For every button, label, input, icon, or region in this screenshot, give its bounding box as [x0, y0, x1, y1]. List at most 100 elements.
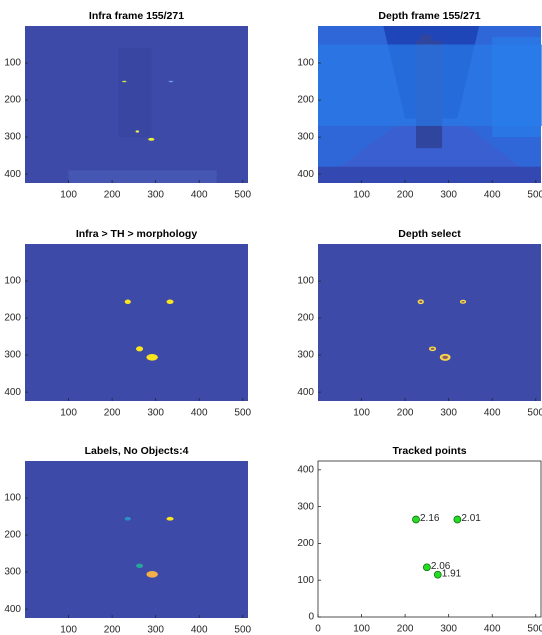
y-tick-label: 100 [4, 58, 21, 69]
blob [124, 516, 131, 521]
y-tick-label: 100 [297, 276, 314, 287]
panel-title: Tracked points [392, 445, 466, 457]
x-tick-label: 100 [353, 624, 370, 635]
y-tick-label: 400 [297, 169, 314, 180]
depth-head [419, 33, 434, 48]
point-label: 2.16 [420, 513, 440, 524]
point-label: 1.91 [442, 568, 462, 579]
point [423, 563, 431, 572]
panel-title: Infra frame 155/271 [89, 10, 184, 22]
x-tick-label: 200 [397, 624, 414, 635]
blob [166, 516, 174, 521]
panel: Depth frame 155/271 100 200 300 400 500 100 200… [297, 10, 542, 201]
blob-hole [461, 300, 465, 303]
panel-title: Labels, No Objects:4 [85, 445, 189, 457]
floor-glow [68, 170, 217, 183]
x-tick-label: 200 [397, 408, 414, 419]
panel: Depth select 100 200 300 400 500 100 200 300 400 [297, 228, 542, 419]
x-tick-label: 200 [104, 625, 121, 635]
x-tick-label: 400 [191, 190, 208, 201]
x-tick-label: 200 [104, 190, 121, 201]
x-tick-label: 100 [353, 408, 370, 419]
blob [166, 299, 174, 304]
image-background [25, 244, 248, 401]
x-tick-label: 300 [440, 408, 457, 419]
point [453, 515, 462, 524]
blob [122, 80, 127, 83]
x-tick-label: 400 [484, 624, 501, 635]
x-tick-label: 500 [234, 408, 251, 419]
image-background [318, 244, 541, 401]
y-tick-label: 400 [4, 169, 21, 180]
depth-noise [318, 166, 541, 183]
image-background [25, 461, 248, 618]
y-tick-label: 200 [297, 538, 314, 549]
y-tick-label: 300 [4, 350, 21, 361]
point [412, 515, 420, 524]
plot-area [317, 460, 542, 618]
blob [168, 80, 174, 83]
blob [135, 130, 140, 133]
x-tick-label: 300 [440, 624, 457, 635]
x-tick-label: 500 [234, 625, 251, 635]
panel: Infra > TH > morphology 100 200 300 400 500 10… [4, 228, 251, 419]
panel-title: Depth frame 155/271 [378, 10, 480, 22]
x-tick-label: 100 [60, 625, 77, 635]
blob [136, 346, 144, 352]
y-tick-label: 200 [4, 313, 21, 324]
y-tick-label: 300 [297, 350, 314, 361]
y-tick-label: 200 [297, 95, 314, 106]
panel: Tracked points 2.16 2.01 2.061.91 0 100 200 300… [297, 445, 542, 635]
x-tick-label: 200 [397, 190, 414, 201]
x-tick-label: 400 [484, 190, 501, 201]
panel-title: Infra > TH > morphology [76, 228, 198, 240]
x-tick-label: 300 [147, 408, 164, 419]
blob [136, 563, 144, 569]
blob [124, 299, 131, 304]
blob-hole [419, 300, 423, 303]
blob-hole [442, 355, 448, 359]
y-tick-label: 200 [297, 313, 314, 324]
blob-hole [430, 347, 435, 350]
y-tick-label: 400 [4, 604, 21, 615]
y-tick-label: 200 [4, 95, 21, 106]
y-tick-label: 200 [4, 530, 21, 541]
y-tick-label: 300 [4, 132, 21, 143]
y-tick-label: 0 [308, 612, 314, 623]
point-label: 2.06 [431, 561, 451, 572]
blob [146, 570, 158, 578]
y-tick-label: 400 [297, 387, 314, 398]
x-tick-label: 300 [147, 625, 164, 635]
y-tick-label: 100 [297, 58, 314, 69]
y-tick-label: 400 [4, 387, 21, 398]
y-tick-label: 100 [297, 575, 314, 586]
y-tick-label: 300 [4, 567, 21, 578]
y-tick-label: 100 [4, 493, 21, 504]
figure-silhouette [118, 48, 152, 138]
depth-right-wall [492, 37, 541, 138]
x-tick-label: 300 [440, 190, 457, 201]
panel-title: Depth select [398, 228, 461, 240]
x-tick-label: 100 [353, 190, 370, 201]
x-tick-label: 200 [104, 408, 121, 419]
y-tick-label: 300 [297, 132, 314, 143]
x-tick-label: 100 [60, 408, 77, 419]
blob [148, 137, 155, 141]
x-tick-label: 400 [484, 408, 501, 419]
x-tick-label: 500 [234, 190, 251, 201]
blob [146, 353, 158, 361]
panel: Infra frame 155/271 100 200 300 400 500 100 200… [4, 10, 251, 201]
x-tick-label: 0 [315, 624, 321, 635]
x-tick-label: 400 [191, 625, 208, 635]
x-tick-label: 500 [527, 624, 542, 635]
point [433, 570, 442, 579]
panel: Labels, No Objects:4 100 200 300 400 500 100 20… [4, 445, 251, 635]
point-label: 2.01 [461, 513, 481, 524]
x-tick-label: 300 [147, 190, 164, 201]
x-tick-label: 500 [527, 408, 542, 419]
x-tick-label: 500 [527, 190, 542, 201]
y-tick-label: 300 [297, 501, 314, 512]
x-tick-label: 100 [60, 190, 77, 201]
